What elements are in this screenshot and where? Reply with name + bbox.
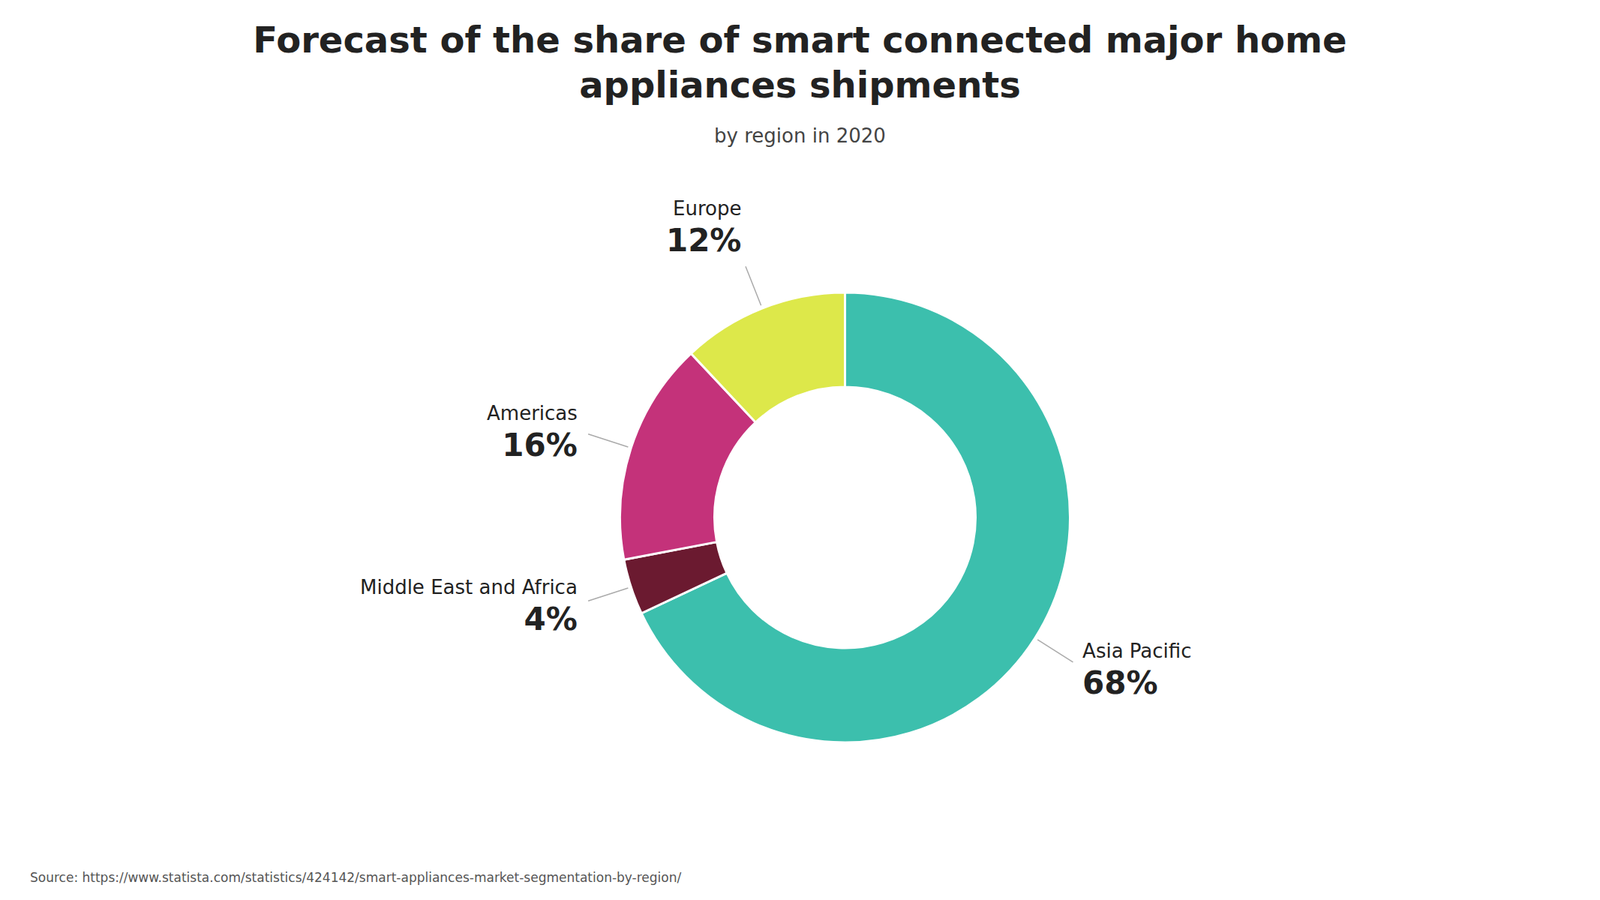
slices <box>620 292 1071 743</box>
leader-line <box>1037 639 1073 663</box>
background <box>0 0 1600 900</box>
labels: Asia Pacific68% Middle East and Africa4% A… <box>360 197 1192 702</box>
category-label: Europe <box>672 197 742 220</box>
source: Source: https://www.statista.com/statist… <box>30 870 682 886</box>
data-label: 68% <box>1082 664 1159 702</box>
category-label: Middle East and Africa <box>360 576 578 599</box>
category-label: Americas <box>486 402 578 425</box>
subtitle: by region in 2020 <box>714 124 886 148</box>
data-label: 12% <box>666 222 742 259</box>
chart-svg: Forecast of the share of smart connected… <box>0 0 1600 900</box>
chart-container: Forecast of the share of smart connected… <box>0 0 1600 900</box>
leader-line <box>588 588 628 601</box>
title: Forecast of the share of smart connected… <box>252 18 1347 106</box>
leader-line <box>588 434 628 448</box>
data-label: 4% <box>524 600 578 638</box>
data-label: 16% <box>501 426 578 464</box>
leader-line <box>745 266 762 306</box>
category-label: Asia Pacific <box>1082 639 1192 663</box>
donut-slice <box>690 292 845 423</box>
